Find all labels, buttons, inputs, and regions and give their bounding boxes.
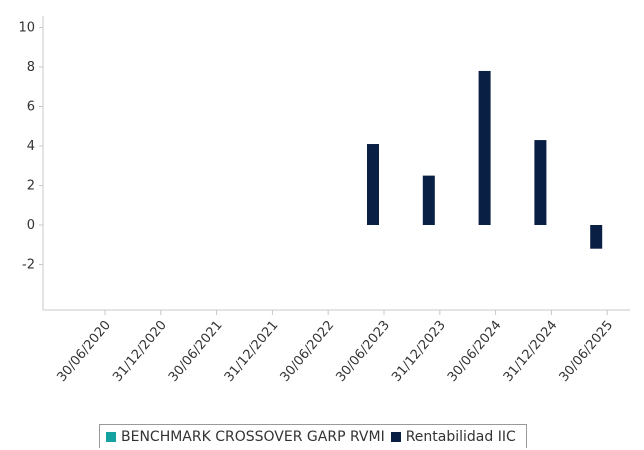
legend-label-benchmark: BENCHMARK CROSSOVER GARP RVMI (121, 428, 385, 445)
x-tick-label: 31/12/2023 (389, 318, 449, 385)
legend-item-rentabilidad[interactable]: Rentabilidad IIC (390, 428, 516, 445)
legend-swatch-benchmark (106, 431, 116, 442)
y-tick-label: 6 (27, 100, 35, 115)
bar-rentabilidad-iic[interactable] (590, 225, 603, 249)
bar-rentabilidad-iic[interactable] (422, 175, 435, 225)
y-tick-label: 2 (27, 179, 35, 194)
y-tick-label: -2 (22, 258, 35, 273)
plot-area: 1086420-230/06/202031/12/202030/06/20213… (18, 16, 630, 385)
legend-label-rentabilidad: Rentabilidad IIC (405, 428, 516, 445)
bar-rentabilidad-iic[interactable] (367, 144, 379, 225)
x-tick-label: 31/12/2021 (222, 318, 282, 385)
x-tick-label: 31/12/2024 (501, 318, 561, 385)
legend-item-benchmark[interactable]: BENCHMARK CROSSOVER GARP RVMI (106, 429, 385, 445)
x-tick-label: 30/06/2024 (445, 318, 505, 385)
legend-swatch-rentabilidad (390, 431, 401, 442)
x-tick-label: 30/06/2021 (166, 318, 226, 385)
bar-rentabilidad-iic[interactable] (534, 140, 547, 225)
y-tick-label: 4 (27, 139, 35, 154)
y-tick-label: 0 (27, 218, 35, 233)
bar-rentabilidad-iic[interactable] (478, 70, 491, 225)
x-tick-label: 30/06/2022 (278, 318, 338, 385)
x-tick-label: 30/06/2020 (54, 318, 114, 385)
x-tick-label: 30/06/2025 (557, 318, 617, 385)
y-tick-label: 10 (18, 21, 35, 36)
x-tick-label: 30/06/2023 (333, 318, 393, 385)
x-tick-label: 31/12/2020 (110, 318, 170, 385)
y-tick-label: 8 (27, 60, 35, 75)
legend: BENCHMARK CROSSOVER GARP RVMI Rentabilid… (99, 424, 527, 448)
